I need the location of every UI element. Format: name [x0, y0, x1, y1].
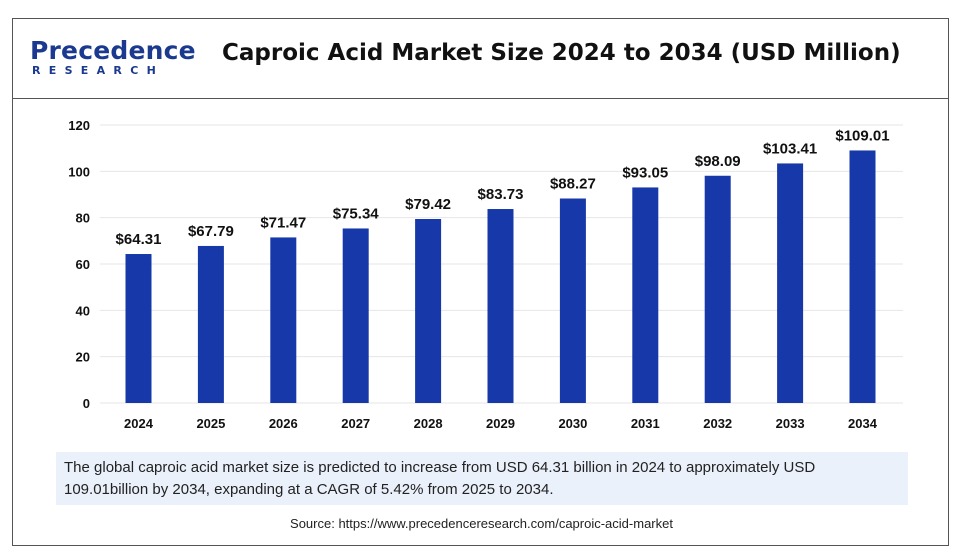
- data-label: $93.05: [622, 164, 668, 181]
- header-divider: [12, 98, 949, 99]
- x-tick-label: 2027: [341, 416, 370, 431]
- logo-subtitle: RESEARCH: [32, 64, 165, 77]
- x-tick-label: 2025: [196, 416, 225, 431]
- y-tick-label: 60: [76, 257, 90, 272]
- y-tick-label: 80: [76, 211, 90, 226]
- x-tick-label: 2030: [558, 416, 587, 431]
- y-tick-label: 120: [68, 118, 90, 133]
- bar: [342, 228, 369, 403]
- y-tick-label: 0: [83, 396, 90, 411]
- data-label: $109.01: [835, 127, 889, 144]
- data-label: $79.42: [405, 196, 451, 213]
- data-label: $103.41: [763, 140, 817, 157]
- source-citation: Source: https://www.precedenceresearch.c…: [290, 516, 673, 531]
- bar: [632, 187, 659, 403]
- bar: [487, 209, 514, 403]
- data-label: $64.31: [116, 231, 162, 248]
- x-tick-label: 2034: [848, 416, 878, 431]
- x-tick-label: 2032: [703, 416, 732, 431]
- bar: [704, 175, 731, 403]
- summary-note: The global caproic acid market size is p…: [56, 452, 908, 505]
- chart-frame: [12, 18, 949, 546]
- bar: [559, 198, 586, 403]
- data-label: $75.34: [333, 205, 380, 222]
- x-tick-label: 2031: [631, 416, 660, 431]
- y-tick-label: 20: [76, 350, 90, 365]
- x-tick-label: 2024: [124, 416, 154, 431]
- bar: [415, 219, 442, 403]
- x-tick-label: 2029: [486, 416, 515, 431]
- y-tick-label: 100: [68, 164, 90, 179]
- logo-wordmark: Precedence: [30, 36, 196, 65]
- data-label: $71.47: [260, 214, 306, 231]
- data-label: $67.79: [188, 223, 234, 240]
- x-tick-label: 2033: [776, 416, 805, 431]
- data-label: $98.09: [695, 153, 741, 170]
- bar: [125, 254, 152, 403]
- x-tick-label: 2028: [414, 416, 443, 431]
- bar: [197, 245, 224, 403]
- brand-logo: Precedence RESEARCH: [30, 36, 196, 86]
- x-tick-label: 2026: [269, 416, 298, 431]
- chart-title: Caproic Acid Market Size 2024 to 2034 (U…: [222, 40, 901, 66]
- bar: [270, 237, 297, 403]
- bar: [777, 163, 804, 403]
- data-label: $88.27: [550, 176, 596, 193]
- y-tick-label: 40: [76, 303, 90, 318]
- bar: [849, 150, 876, 403]
- data-label: $83.73: [478, 186, 524, 203]
